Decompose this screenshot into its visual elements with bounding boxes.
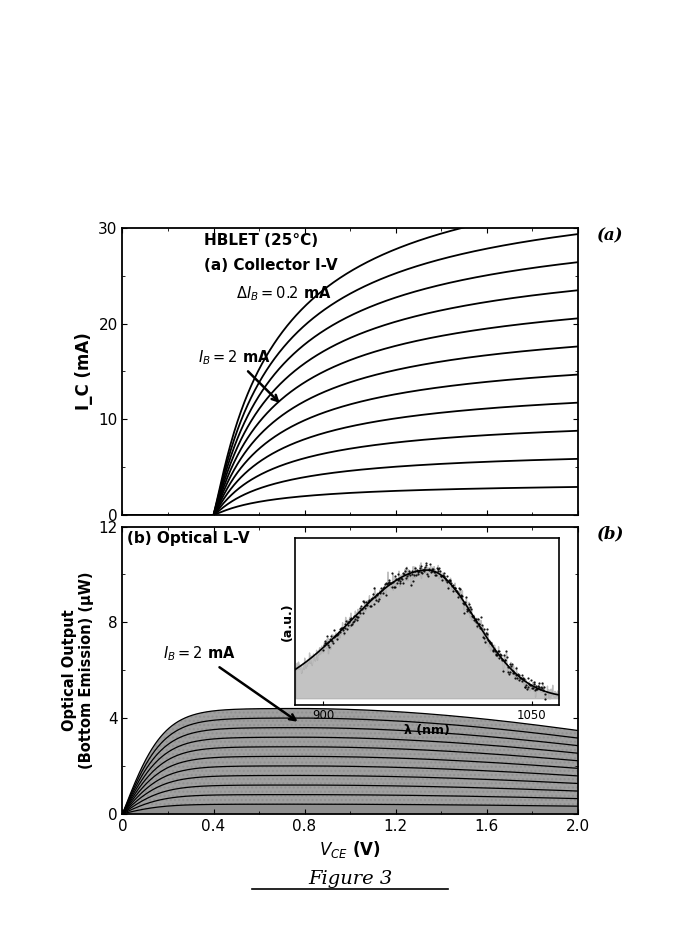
Text: HBLET (25°C): HBLET (25°C) [204, 232, 318, 247]
Y-axis label: Optical Output
(Bottom Emission) (μW): Optical Output (Bottom Emission) (μW) [62, 571, 94, 769]
Text: $I_B = 2$ mA: $I_B = 2$ mA [197, 348, 278, 401]
Text: (b) Optical L-V: (b) Optical L-V [127, 531, 250, 546]
Text: Figure 3: Figure 3 [308, 870, 392, 888]
Y-axis label: I_C (mA): I_C (mA) [75, 333, 92, 410]
Text: (b): (b) [597, 525, 624, 542]
Text: (a): (a) [597, 228, 624, 245]
Text: (a) Collector I-V: (a) Collector I-V [204, 259, 338, 273]
X-axis label: $V_{CE}$ (V): $V_{CE}$ (V) [319, 839, 381, 860]
Text: $I_B = 2$ mA: $I_B = 2$ mA [163, 644, 295, 720]
Text: $\Delta I_B = 0.2$ mA: $\Delta I_B = 0.2$ mA [237, 285, 332, 303]
